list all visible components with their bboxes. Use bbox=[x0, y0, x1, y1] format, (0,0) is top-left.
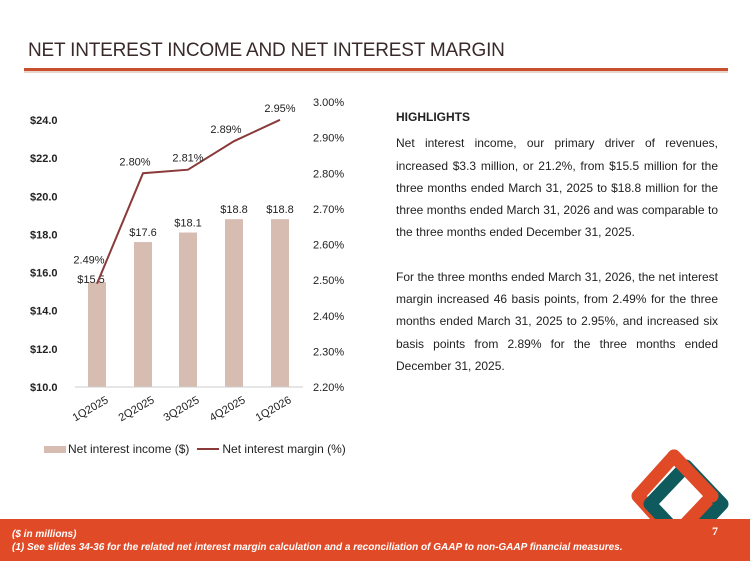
bar-2Q2025 bbox=[134, 242, 152, 387]
right-axis-tick: 2.90% bbox=[313, 133, 344, 145]
right-axis-tick: 2.60% bbox=[313, 240, 344, 252]
highlights-panel: HIGHLIGHTS Net interest income, our prim… bbox=[396, 106, 718, 399]
bar-3Q2025 bbox=[179, 232, 197, 387]
x-axis-tick: 2Q2025 bbox=[117, 394, 157, 424]
left-axis-tick: $18.0 bbox=[30, 229, 58, 241]
line-data-label: 2.49% bbox=[73, 255, 104, 267]
bar-data-label: $18.8 bbox=[220, 204, 248, 216]
bar-4Q2025 bbox=[225, 219, 243, 387]
x-axis-tick: 1Q2026 bbox=[254, 394, 294, 424]
x-axis-tick: 3Q2025 bbox=[162, 394, 202, 424]
x-axis-tick: 1Q2025 bbox=[71, 394, 111, 424]
title-divider bbox=[24, 68, 728, 73]
legend-line-label: Net interest margin (%) bbox=[222, 442, 346, 456]
bar-data-label: $18.1 bbox=[174, 218, 202, 230]
right-axis-tick: 2.80% bbox=[313, 168, 344, 180]
x-axis-tick: 4Q2025 bbox=[208, 394, 248, 424]
left-axis-tick: $20.0 bbox=[30, 191, 58, 203]
page-title: NET INTEREST INCOME AND NET INTEREST MAR… bbox=[28, 40, 505, 61]
bar-1Q2025 bbox=[88, 282, 106, 387]
right-axis-tick: 2.50% bbox=[313, 275, 344, 287]
left-axis-tick: $10.0 bbox=[30, 382, 58, 394]
margin-line bbox=[96, 118, 281, 285]
chart-legend: Net interest income ($) Net interest mar… bbox=[44, 442, 346, 456]
right-axis-tick: 2.70% bbox=[313, 204, 344, 216]
highlights-heading: HIGHLIGHTS bbox=[396, 110, 470, 124]
page-number: 7 bbox=[712, 524, 718, 538]
highlights-paragraph-1: Net interest income, our primary driver … bbox=[396, 136, 718, 240]
line-data-label: 2.81% bbox=[172, 153, 203, 165]
legend-bar-label: Net interest income ($) bbox=[68, 442, 190, 456]
line-data-label: 2.80% bbox=[119, 156, 150, 168]
footer-bar: ($ in millions) (1) See slides 34-36 for… bbox=[0, 519, 750, 561]
bar-data-label: $17.6 bbox=[129, 227, 157, 239]
left-axis-tick: $12.0 bbox=[30, 344, 58, 356]
bar-1Q2026 bbox=[271, 219, 289, 387]
left-axis-tick: $24.0 bbox=[30, 115, 58, 127]
left-axis-tick: $16.0 bbox=[30, 268, 58, 280]
bar-data-label: $18.8 bbox=[266, 204, 294, 216]
right-axis-tick: 3.00% bbox=[313, 97, 344, 109]
highlights-paragraph-2: For the three months ended March 31, 202… bbox=[396, 269, 718, 373]
line-data-label: 2.89% bbox=[210, 124, 241, 136]
line-data-label: 2.95% bbox=[264, 103, 295, 115]
footer-note-reference: (1) See slides 34-36 for the related net… bbox=[12, 542, 623, 553]
left-axis-tick: $14.0 bbox=[30, 306, 58, 318]
right-axis-tick: 2.20% bbox=[313, 382, 344, 394]
right-axis-tick: 2.30% bbox=[313, 346, 344, 358]
left-axis-tick: $22.0 bbox=[30, 153, 58, 165]
chart: $10.0 $12.0 $14.0 $16.0 $18.0 $20.0 $22.0 $24.0… bbox=[30, 97, 344, 424]
footer-note-units: ($ in millions) bbox=[12, 529, 77, 540]
legend-line-swatch bbox=[197, 448, 220, 450]
right-axis-tick: 2.40% bbox=[313, 311, 344, 323]
legend-bar-swatch bbox=[44, 445, 66, 453]
